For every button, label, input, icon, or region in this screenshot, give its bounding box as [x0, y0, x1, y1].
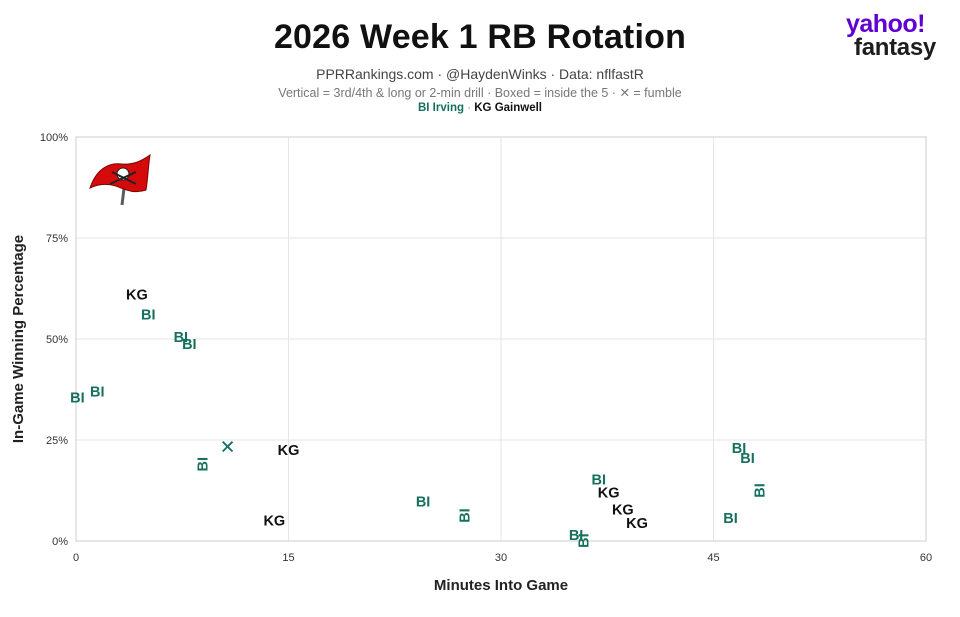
point-kg: KG: [263, 514, 285, 530]
point-bi: BI: [182, 337, 197, 353]
point-bi: BI: [416, 495, 431, 511]
point-bi: BI: [752, 483, 768, 498]
point-bi: BI: [569, 528, 584, 544]
y-tick-label: 75%: [46, 233, 68, 245]
point-kg: KG: [598, 485, 620, 501]
x-tick-label: 15: [282, 552, 294, 564]
point-bi: BI: [592, 472, 607, 488]
point-bi: BI: [732, 441, 747, 457]
point-kg: KG: [626, 516, 648, 532]
point-bi: BI: [141, 308, 156, 324]
fantasy-wordmark: fantasy: [854, 34, 936, 61]
flag-swords: [109, 171, 137, 185]
axis-ticks: 0 15 30 45 60 0% 25% 50% 75% 100%: [40, 132, 932, 564]
yahoo-fantasy-logo: yahoo! fantasy: [842, 10, 952, 62]
point-bi: BI: [90, 384, 105, 400]
point-kg: KG: [612, 503, 634, 519]
point-bi: BI: [458, 508, 474, 523]
point-bi: BI: [70, 390, 85, 406]
chart-subtitle: PPRRankings.com · @HaydenWinks · Data: n…: [316, 66, 644, 82]
fumble-marker: ✕: [220, 438, 236, 459]
point-bi: BI: [577, 533, 593, 548]
x-tick-label: 0: [73, 552, 79, 564]
legend: BI Irving · KG Gainwell: [0, 102, 960, 114]
chart-note: Vertical = 3rd/4th & long or 2-min drill…: [278, 86, 682, 100]
legend-item-bi: BI Irving: [417, 102, 464, 114]
legend-item-kg: KG Gainwell: [474, 102, 542, 114]
point-bi: BI: [723, 511, 738, 527]
y-tick-label: 0%: [52, 536, 68, 548]
grid-lines: [75, 136, 927, 542]
y-tick-label: 100%: [40, 132, 68, 144]
legend-separator: ·: [467, 102, 472, 114]
x-axis-title: Minutes Into Game: [434, 577, 568, 594]
x-tick-label: 60: [920, 552, 932, 564]
plot-frame: [75, 136, 927, 542]
point-kg: KG: [278, 443, 300, 459]
y-axis-title: In-Game Winning Percentage: [10, 235, 27, 443]
point-bi: BI: [174, 330, 189, 346]
point-kg: KG: [126, 287, 148, 303]
x-tick-label: 30: [495, 552, 507, 564]
y-tick-label: 50%: [46, 334, 68, 346]
y-tick-label: 25%: [46, 435, 68, 447]
point-bi: BI: [196, 457, 212, 472]
point-bi: BI: [740, 451, 755, 467]
yahoo-wordmark: yahoo!: [846, 10, 925, 38]
chart-title: 2026 Week 1 RB Rotation: [273, 18, 687, 56]
buccaneers-flag-icon: [89, 153, 151, 206]
x-tick-label: 45: [707, 552, 719, 564]
